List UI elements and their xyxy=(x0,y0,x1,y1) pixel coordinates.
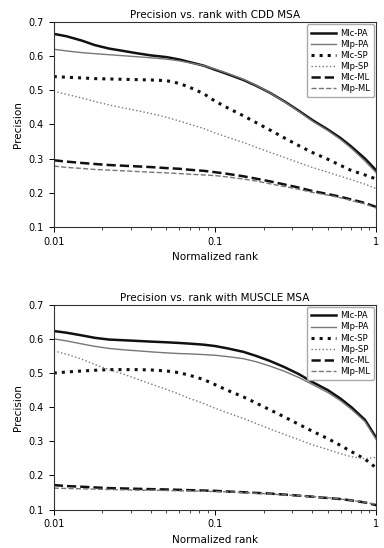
Y-axis label: Precision: Precision xyxy=(13,101,23,148)
Title: Precision vs. rank with MUSCLE MSA: Precision vs. rank with MUSCLE MSA xyxy=(120,293,310,302)
Legend: Mlc-PA, Mlp-PA, Mlc-SP, Mlp-SP, Mlc-ML, Mlp-ML: Mlc-PA, Mlp-PA, Mlc-SP, Mlp-SP, Mlc-ML, … xyxy=(307,307,374,380)
X-axis label: Normalized rank: Normalized rank xyxy=(172,252,258,262)
Legend: Mlc-PA, Mlp-PA, Mlc-SP, Mlp-SP, Mlc-ML, Mlp-ML: Mlc-PA, Mlp-PA, Mlc-SP, Mlp-SP, Mlc-ML, … xyxy=(307,25,374,97)
Y-axis label: Precision: Precision xyxy=(13,384,23,431)
X-axis label: Normalized rank: Normalized rank xyxy=(172,535,258,545)
Title: Precision vs. rank with CDD MSA: Precision vs. rank with CDD MSA xyxy=(130,10,300,20)
